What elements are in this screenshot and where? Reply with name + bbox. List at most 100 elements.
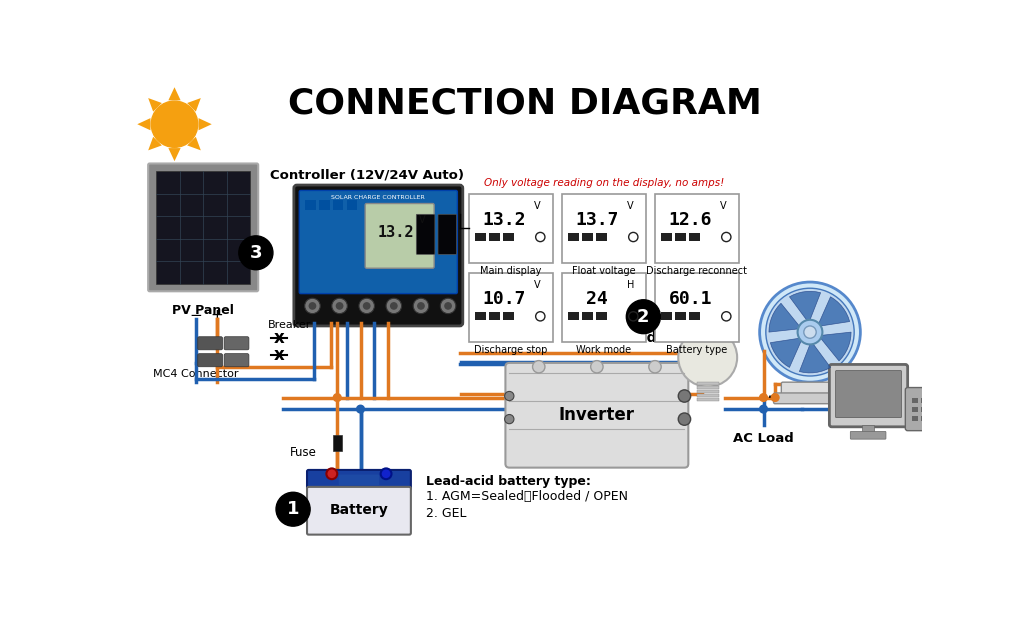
Bar [921, 416, 927, 421]
Circle shape [305, 298, 321, 313]
Polygon shape [818, 332, 851, 361]
FancyBboxPatch shape [773, 393, 847, 404]
Bar [596, 313, 607, 320]
Circle shape [766, 288, 854, 376]
Circle shape [771, 394, 779, 402]
Polygon shape [199, 118, 212, 130]
Bar [475, 313, 486, 320]
Bar [346, 200, 357, 211]
Text: Inverter: Inverter [559, 406, 635, 425]
Bar [921, 397, 927, 403]
FancyBboxPatch shape [781, 382, 839, 396]
Bar [662, 233, 672, 241]
Bar [911, 416, 918, 421]
Text: V: V [628, 201, 634, 211]
Circle shape [152, 101, 198, 147]
Text: Work mode: Work mode [577, 345, 632, 355]
Bar [662, 313, 672, 320]
Text: 60.1: 60.1 [669, 290, 712, 308]
Bar [583, 233, 593, 241]
FancyBboxPatch shape [307, 487, 411, 535]
FancyBboxPatch shape [366, 203, 434, 268]
Circle shape [381, 468, 391, 479]
FancyBboxPatch shape [299, 190, 458, 294]
Polygon shape [168, 87, 180, 100]
Bar [333, 200, 343, 211]
FancyBboxPatch shape [224, 337, 249, 350]
FancyBboxPatch shape [836, 371, 901, 418]
Text: Discharge stop: Discharge stop [474, 345, 548, 355]
Circle shape [414, 298, 429, 313]
Circle shape [444, 302, 452, 310]
Text: CONNECTION DIAGRAM: CONNECTION DIAGRAM [288, 87, 762, 121]
Text: Controller (12V/24V Auto): Controller (12V/24V Auto) [269, 169, 464, 182]
Polygon shape [769, 303, 802, 332]
Bar [921, 407, 927, 412]
Text: MC4 Connector: MC4 Connector [153, 370, 239, 379]
Bar [697, 386, 719, 389]
Bar [568, 233, 579, 241]
FancyBboxPatch shape [905, 387, 932, 431]
Circle shape [440, 298, 456, 313]
Polygon shape [790, 291, 820, 323]
Text: 1: 1 [287, 500, 299, 519]
FancyBboxPatch shape [224, 353, 249, 366]
Polygon shape [168, 148, 180, 161]
Bar [475, 233, 486, 241]
Bar [318, 200, 330, 211]
FancyBboxPatch shape [198, 337, 222, 350]
Circle shape [532, 360, 545, 373]
Circle shape [359, 298, 375, 313]
Bar [333, 434, 342, 452]
Text: −: − [689, 349, 706, 368]
Circle shape [627, 300, 660, 334]
Circle shape [804, 326, 816, 338]
Bar [489, 313, 500, 320]
Text: +: + [211, 308, 223, 323]
FancyBboxPatch shape [294, 185, 463, 326]
Circle shape [760, 405, 767, 413]
Bar [697, 390, 719, 393]
Polygon shape [137, 118, 151, 130]
Circle shape [505, 415, 514, 424]
Polygon shape [148, 98, 162, 112]
FancyBboxPatch shape [562, 193, 646, 263]
Circle shape [760, 394, 767, 402]
FancyBboxPatch shape [506, 363, 688, 468]
Text: V: V [535, 201, 541, 211]
Text: Main display: Main display [480, 266, 542, 276]
Bar [689, 233, 700, 241]
FancyBboxPatch shape [850, 431, 886, 439]
Polygon shape [148, 137, 162, 150]
Circle shape [239, 236, 273, 269]
Circle shape [678, 390, 690, 402]
Circle shape [327, 468, 337, 479]
Text: SOLAR CHARGE CONTROLLER: SOLAR CHARGE CONTROLLER [332, 195, 425, 200]
Text: V: V [720, 201, 727, 211]
FancyBboxPatch shape [148, 164, 258, 291]
Text: −: − [189, 308, 203, 323]
Circle shape [505, 391, 514, 400]
Bar [596, 233, 607, 241]
Text: H: H [627, 281, 634, 290]
Bar [503, 313, 514, 320]
Text: 2. GEL: 2. GEL [426, 507, 467, 520]
Bar [568, 313, 579, 320]
Polygon shape [800, 341, 830, 373]
Circle shape [417, 302, 425, 310]
Bar [911, 407, 918, 412]
Text: Fuse: Fuse [290, 446, 316, 460]
Text: 2: 2 [637, 308, 649, 326]
Circle shape [276, 493, 310, 526]
Text: 1. AGM=Sealed、Flooded / OPEN: 1. AGM=Sealed、Flooded / OPEN [426, 490, 629, 503]
Text: x: x [273, 346, 285, 364]
FancyBboxPatch shape [339, 475, 379, 485]
Polygon shape [187, 137, 201, 150]
Text: 12.6: 12.6 [669, 211, 712, 229]
Text: Lead-acid battery type:: Lead-acid battery type: [426, 475, 591, 488]
Bar [503, 233, 514, 241]
Text: 13.7: 13.7 [575, 211, 618, 229]
Text: V: V [535, 281, 541, 290]
Bar [675, 313, 686, 320]
Circle shape [760, 282, 860, 382]
